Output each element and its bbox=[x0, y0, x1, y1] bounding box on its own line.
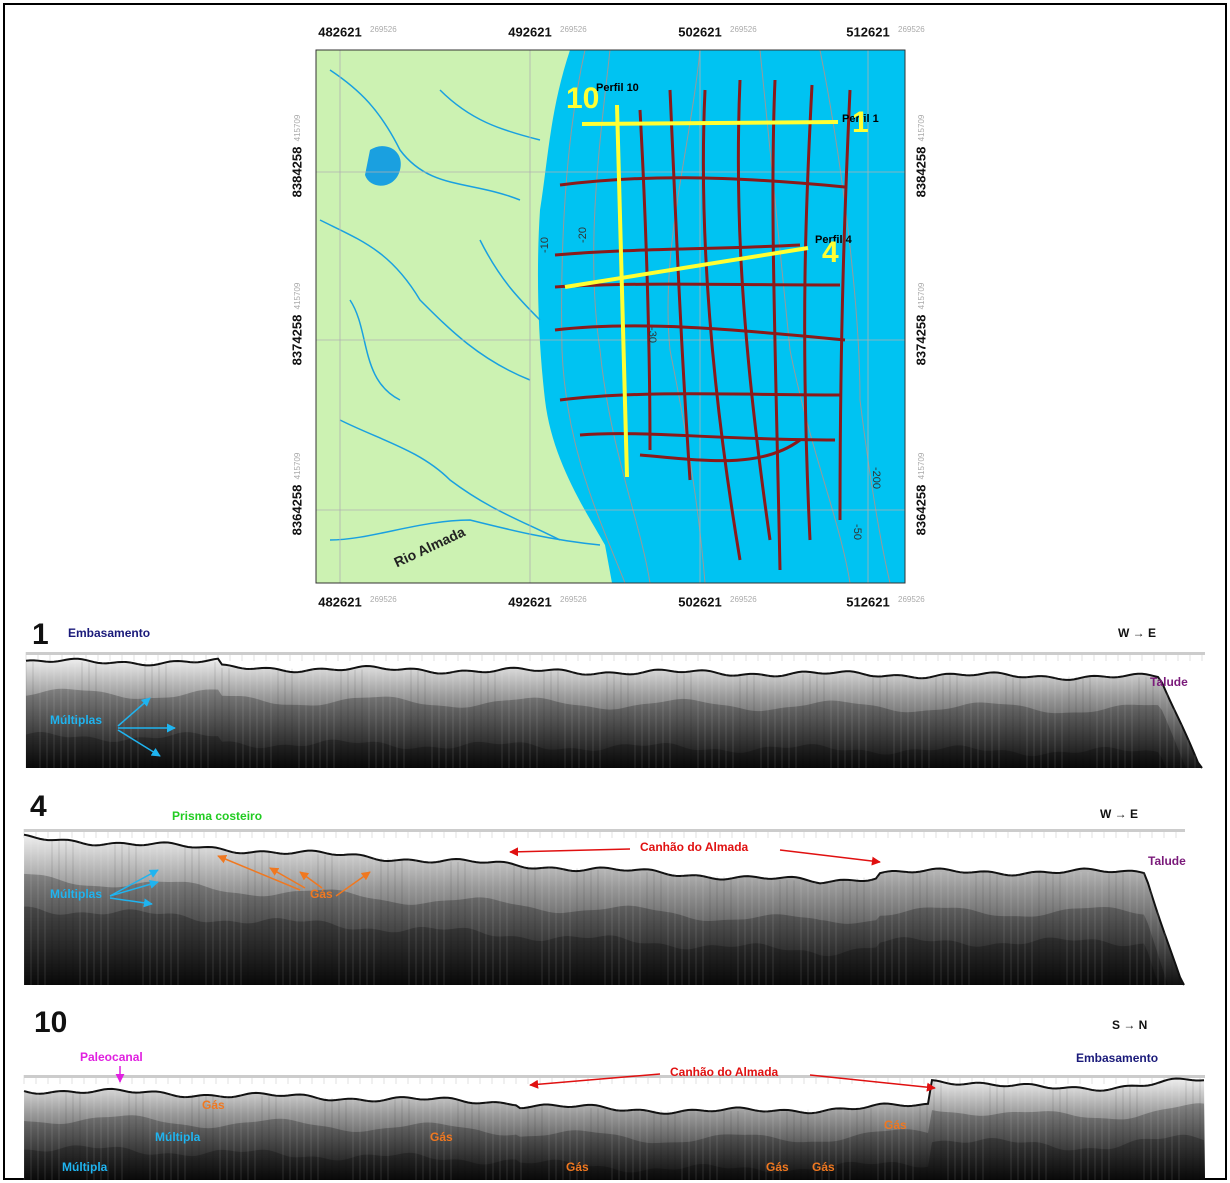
annotation: Prisma costeiro bbox=[172, 809, 262, 823]
map-border bbox=[315, 49, 906, 584]
y-sublabel: 415709 bbox=[293, 114, 302, 141]
annotation: Gás bbox=[566, 1160, 589, 1174]
contour-label: -200 bbox=[870, 467, 882, 489]
contour-label: -50 bbox=[851, 524, 863, 540]
x-label: 492621 bbox=[508, 594, 551, 609]
x-sublabel: 269526 bbox=[898, 595, 925, 604]
y-label: 8384258 bbox=[289, 147, 304, 198]
reflector bbox=[26, 688, 1205, 768]
annotation: Canhão do Almada bbox=[640, 840, 749, 854]
profile-texts: 1 Embasamento W → E Talude Múltiplas 4 P… bbox=[30, 618, 1188, 1174]
profile-number: 4 bbox=[822, 236, 839, 269]
profile-lines bbox=[564, 104, 839, 478]
x-label: 482621 bbox=[318, 594, 361, 609]
contour-label: -30 bbox=[646, 327, 658, 343]
seismic-body bbox=[26, 658, 1205, 768]
y-label: 8364258 bbox=[289, 485, 304, 536]
profile-number: 4 bbox=[30, 790, 47, 823]
seismic-body bbox=[24, 834, 1185, 985]
y-label: 8374258 bbox=[913, 315, 928, 366]
profile-number: 10 bbox=[34, 1006, 67, 1039]
contour-label: -20 bbox=[577, 227, 589, 243]
annotation: Múltiplas bbox=[50, 713, 102, 727]
seafloor bbox=[23, 1077, 1205, 1115]
direction: S → N bbox=[1112, 1018, 1147, 1032]
y-label: 8374258 bbox=[289, 315, 304, 366]
contour-label: -10 bbox=[539, 237, 551, 253]
x-label: 482621 bbox=[318, 24, 361, 39]
annotation: Gás bbox=[310, 887, 333, 901]
y-label: 8384258 bbox=[913, 147, 928, 198]
profile-number: 10 bbox=[566, 82, 599, 115]
x-sublabel: 269526 bbox=[730, 25, 757, 34]
x-sublabel: 269526 bbox=[898, 25, 925, 34]
reflector bbox=[24, 1103, 1205, 1180]
annotation: Múltipla bbox=[155, 1130, 201, 1144]
profile-label: Perfil 10 bbox=[596, 82, 639, 94]
y-sublabel: 415709 bbox=[293, 282, 302, 309]
y-sublabel: 415709 bbox=[917, 114, 926, 141]
x-sublabel: 269526 bbox=[370, 25, 397, 34]
x-label: 502621 bbox=[678, 24, 721, 39]
direction: W → E bbox=[1100, 807, 1138, 821]
x-sublabel: 269526 bbox=[370, 595, 397, 604]
annotation: Gás bbox=[430, 1130, 453, 1144]
y-sublabel: 415709 bbox=[917, 452, 926, 479]
reflector bbox=[26, 731, 1205, 768]
map bbox=[316, 50, 905, 583]
arrows bbox=[109, 697, 936, 1092]
rivers bbox=[319, 69, 601, 546]
annotation: Gás bbox=[812, 1160, 835, 1174]
x-label: 492621 bbox=[508, 24, 551, 39]
x-sublabel: 269526 bbox=[560, 25, 587, 34]
annotation: Múltipla bbox=[62, 1160, 108, 1174]
annotation: Embasamento bbox=[68, 626, 150, 640]
lake bbox=[365, 146, 401, 186]
x-label: 512621 bbox=[846, 594, 889, 609]
x-sublabel: 269526 bbox=[560, 595, 587, 604]
contours bbox=[561, 50, 891, 583]
annotation: Múltiplas bbox=[50, 887, 102, 901]
x-label: 512621 bbox=[846, 24, 889, 39]
tick-bar bbox=[24, 1075, 1205, 1078]
tick-bar bbox=[24, 829, 1185, 832]
direction: W → E bbox=[1118, 626, 1156, 640]
annotation: Embasamento bbox=[1076, 1051, 1158, 1065]
profile-label: Perfil 4 bbox=[815, 234, 853, 246]
reflector bbox=[24, 1134, 1205, 1180]
annotation: Gás bbox=[202, 1098, 225, 1112]
y-sublabel: 415709 bbox=[293, 452, 302, 479]
tick-bar bbox=[26, 652, 1205, 655]
seismic-body bbox=[24, 1078, 1205, 1180]
y-label: 8364258 bbox=[913, 485, 928, 536]
seafloor bbox=[25, 657, 1203, 769]
y-sublabel: 415709 bbox=[917, 282, 926, 309]
annotation: Gás bbox=[884, 1118, 907, 1132]
annotation: Talude bbox=[1150, 675, 1188, 689]
annotation: Paleocanal bbox=[80, 1050, 143, 1064]
x-label: 502621 bbox=[678, 594, 721, 609]
seismic-profiles bbox=[23, 652, 1205, 1180]
profile-number: 1 bbox=[32, 618, 49, 651]
profile-label: Perfil 1 bbox=[842, 113, 879, 125]
seafloor bbox=[23, 833, 1185, 986]
annotation: Talude bbox=[1148, 854, 1186, 868]
profile-number: 1 bbox=[852, 106, 869, 139]
reflector bbox=[24, 906, 1185, 985]
reflector bbox=[24, 873, 1185, 985]
annotation: Canhão do Almada bbox=[670, 1065, 779, 1079]
annotation: Gás bbox=[766, 1160, 789, 1174]
x-sublabel: 269526 bbox=[730, 595, 757, 604]
survey-lines bbox=[554, 79, 852, 571]
